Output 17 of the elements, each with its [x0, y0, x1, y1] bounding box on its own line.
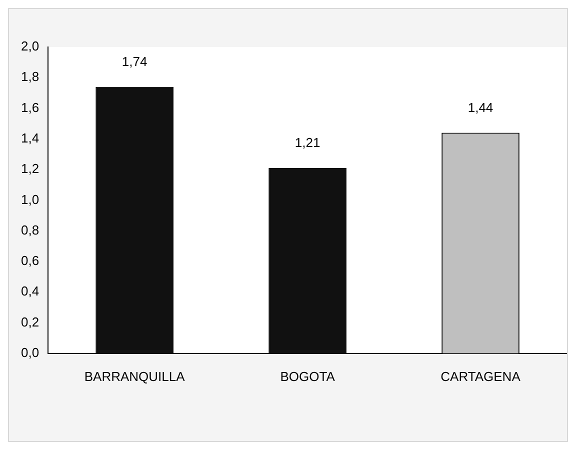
- y-tick-label: 1,2: [20, 161, 40, 176]
- y-tick-label: 1,0: [20, 192, 40, 207]
- x-tick-label: CARTAGENA: [440, 368, 521, 384]
- data-label: 1,44: [468, 100, 494, 115]
- y-tick-label: 1,8: [20, 69, 40, 84]
- y-tick-label: 1,6: [20, 100, 40, 115]
- x-tick-label: BOGOTA: [280, 368, 336, 384]
- y-tick-label: 0,8: [20, 222, 40, 238]
- y-tick-label: 0,2: [20, 314, 40, 330]
- y-tick-label: 0,0: [20, 344, 40, 360]
- x-tick-label: BARRANQUILLA: [84, 368, 186, 384]
- y-tick-label: 1,4: [20, 130, 40, 146]
- y-tick-label: 0,4: [20, 284, 40, 299]
- data-label: 1,74: [122, 54, 148, 69]
- y-tick-label: 2,0: [20, 38, 40, 54]
- data-label: 1,21: [294, 135, 320, 150]
- y-tick-label: 0,6: [20, 253, 40, 268]
